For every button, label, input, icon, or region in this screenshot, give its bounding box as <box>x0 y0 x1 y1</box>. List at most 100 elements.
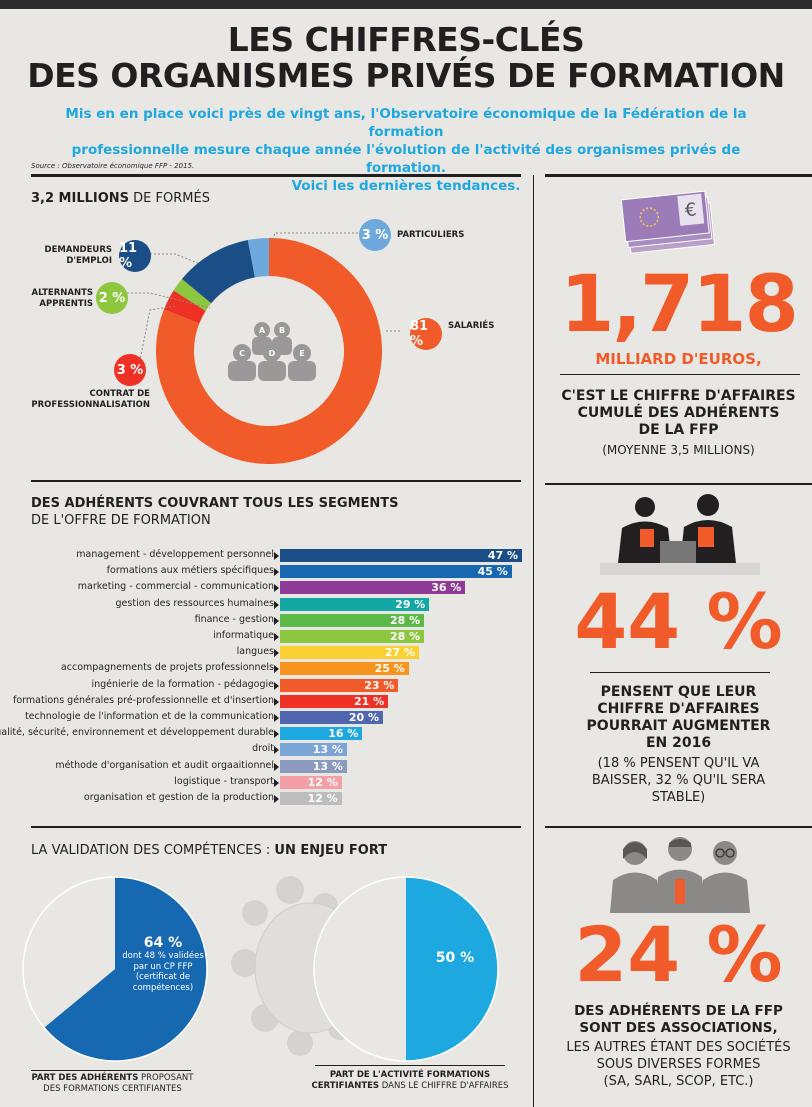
subtitle: Mis en en place voici près de vingt ans,… <box>40 105 772 195</box>
bar-pointer-icon <box>274 616 279 625</box>
bar-pointer-icon <box>274 552 279 560</box>
right-pie-value: 50 % <box>435 950 475 966</box>
bar-category-label: formations aux métiers spécifiques <box>106 565 274 577</box>
validation-pie-left <box>22 876 208 1062</box>
text-line: SOUS DIVERSES FORMES <box>596 1057 761 1072</box>
section-rule <box>31 174 521 177</box>
bar-category-label: qualité, sécurité, environnement et déve… <box>0 727 274 739</box>
label-line: D'EMPLOI <box>66 256 112 266</box>
bar-pointer-icon <box>274 762 279 771</box>
note-line: (certificat de <box>135 972 191 982</box>
bar-pointer-icon <box>274 714 279 722</box>
bar-value-label: 25 % <box>374 662 405 676</box>
source-note: Source : Observatoire économique FFP - 2… <box>31 162 195 170</box>
bar <box>280 743 347 757</box>
caption-line: PART DE L'ACTIVITÉ FORMATIONS <box>329 1070 491 1080</box>
caption-rule <box>315 1065 505 1066</box>
left-pie-value: 64 % <box>143 935 183 951</box>
revenue-unit: MILLIARD D'EUROS, <box>595 350 762 368</box>
validation-title: LA VALIDATION DES COMPÉTENCES : UN ENJEU… <box>31 843 387 858</box>
bar <box>280 759 347 773</box>
subtitle-line: Mis en en place voici près de vingt ans,… <box>65 106 747 140</box>
bar <box>280 630 425 643</box>
bubble-salaries: 81 % <box>410 318 442 350</box>
bubble-alternants: 2 % <box>96 282 128 314</box>
left-pie-slice <box>44 877 207 1061</box>
bar-category-label: marketing - commercial - communication <box>77 581 274 593</box>
subtitle-line: Voici les dernières tendances. <box>291 178 521 194</box>
caption-bold: CERTIFIANTES <box>311 1081 380 1091</box>
left-pie-caption: PART DES ADHÉRENTS PROPOSANT DES FORMATI… <box>25 1073 200 1095</box>
bar <box>280 775 342 789</box>
revenue-text: C'EST LE CHIFFRE D'AFFAIRES CUMULÉ DES A… <box>545 388 812 439</box>
bar-pointer-icon <box>274 600 279 609</box>
bar-value-label: 16 % <box>328 727 359 741</box>
trainees-title-rest: DE FORMÉS <box>129 191 210 206</box>
label-contrat: CONTRAT DE PROFESSIONNALISATION <box>20 389 150 411</box>
text-line: DE LA FFP <box>638 422 719 438</box>
text-line: DES ADHÉRENTS DE LA FFP <box>574 1003 783 1019</box>
bar-pointer-icon <box>274 795 279 803</box>
bar-value-label: 47 % <box>487 549 519 562</box>
bar <box>280 581 466 595</box>
growth-text: PENSENT QUE LEUR CHIFFRE D'AFFAIRES POUR… <box>545 684 812 752</box>
label-line: ALTERNANTS <box>31 288 93 298</box>
left-pie-label: 64 % dont 48 % validées par un CP FFP (c… <box>118 935 208 993</box>
bar-category-label: informatique <box>213 630 274 641</box>
right-pie-slice <box>314 877 406 1061</box>
bar-value-label: 36 % <box>431 581 462 595</box>
caption-rest: DANS LE CHIFFRE D'AFFAIRES <box>379 1081 509 1091</box>
label-particuliers: PARTICULIERS <box>397 230 465 240</box>
text-line: CHIFFRE D'AFFAIRES <box>597 701 760 717</box>
business-people-icon <box>600 494 760 575</box>
bar-value-label: 45 % <box>477 565 508 579</box>
bubble-demandeurs: 11 % <box>119 240 151 272</box>
label-demandeurs: DEMANDEURS D'EMPLOI <box>30 245 112 267</box>
section-rule <box>545 174 812 177</box>
bar-value-label: 13 % <box>312 759 343 773</box>
validation-title-rest: LA VALIDATION DES COMPÉTENCES : <box>31 843 275 858</box>
bar-pointer-icon <box>274 730 279 739</box>
section-rule <box>590 672 770 673</box>
bar-category-label: management - développement personnel <box>76 549 274 560</box>
growth-note: (18 % PENSENT QU'IL VA BAISSER, 32 % QU'… <box>545 755 812 806</box>
people-group-icon <box>610 837 750 913</box>
page-title-line2: DES ORGANISMES PRIVÉS DE FORMATION <box>27 56 785 95</box>
label-line: DEMANDEURS <box>44 245 112 255</box>
right-pie-caption: PART DE L'ACTIVITÉ FORMATIONS CERTIFIANT… <box>290 1070 530 1092</box>
text-line: BAISSER, 32 % QU'IL SERA <box>591 773 766 788</box>
bar-pointer-icon <box>274 778 279 787</box>
text-line: C'EST LE CHIFFRE D'AFFAIRES <box>561 388 796 404</box>
note-line: dont 48 % validées <box>122 951 204 961</box>
text-line: PENSENT QUE LEUR <box>600 684 757 700</box>
text-line: LES AUTRES ÉTANT DES SOCIÉTÉS <box>566 1040 791 1055</box>
bar-category-label: langues <box>236 646 274 658</box>
section-rule <box>31 826 521 828</box>
bar-value-label: 12 % <box>307 792 338 805</box>
segments-subtitle: DE L'OFFRE DE FORMATION <box>31 513 211 528</box>
associations-text-bold: DES ADHÉRENTS DE LA FFP SONT DES ASSOCIA… <box>545 1003 812 1037</box>
left-pie-note: dont 48 % validées par un CP FFP (certif… <box>118 951 208 993</box>
trainees-title: 3,2 MILLIONS DE FORMÉS <box>31 191 210 206</box>
left-pie-slice <box>23 877 115 1028</box>
bar <box>280 662 409 676</box>
text-line: CUMULÉ DES ADHÉRENTS <box>577 405 780 421</box>
bar-category-label: gestion des ressources humaines <box>115 597 274 609</box>
bar <box>280 597 430 611</box>
bar-pointer-icon <box>274 584 279 593</box>
page-title-line1: LES CHIFFRES-CLÉS <box>227 20 585 59</box>
bar-category-label: droit <box>252 743 274 755</box>
label-alternants: ALTERNANTS APPRENTIS <box>20 288 93 310</box>
segments-bar-chart: management - développement personnel 47 %… <box>0 549 530 809</box>
bar-category-label: méthode d'organisation et audit orgaaiti… <box>55 759 274 771</box>
bar-category-label: organisation et gestion de la production <box>83 792 274 803</box>
text-line: (18 % PENSENT QU'IL VA <box>597 756 760 771</box>
bar-value-label: 29 % <box>395 597 426 611</box>
bar <box>280 694 389 708</box>
bubble-particuliers: 3 % <box>359 219 391 251</box>
bar-pointer-icon <box>274 665 279 674</box>
trainees-donut: A B C D E <box>156 238 382 464</box>
bar-pointer-icon <box>274 633 279 641</box>
person-letter: E <box>299 349 304 358</box>
bar-value-label: 28 % <box>390 630 421 643</box>
